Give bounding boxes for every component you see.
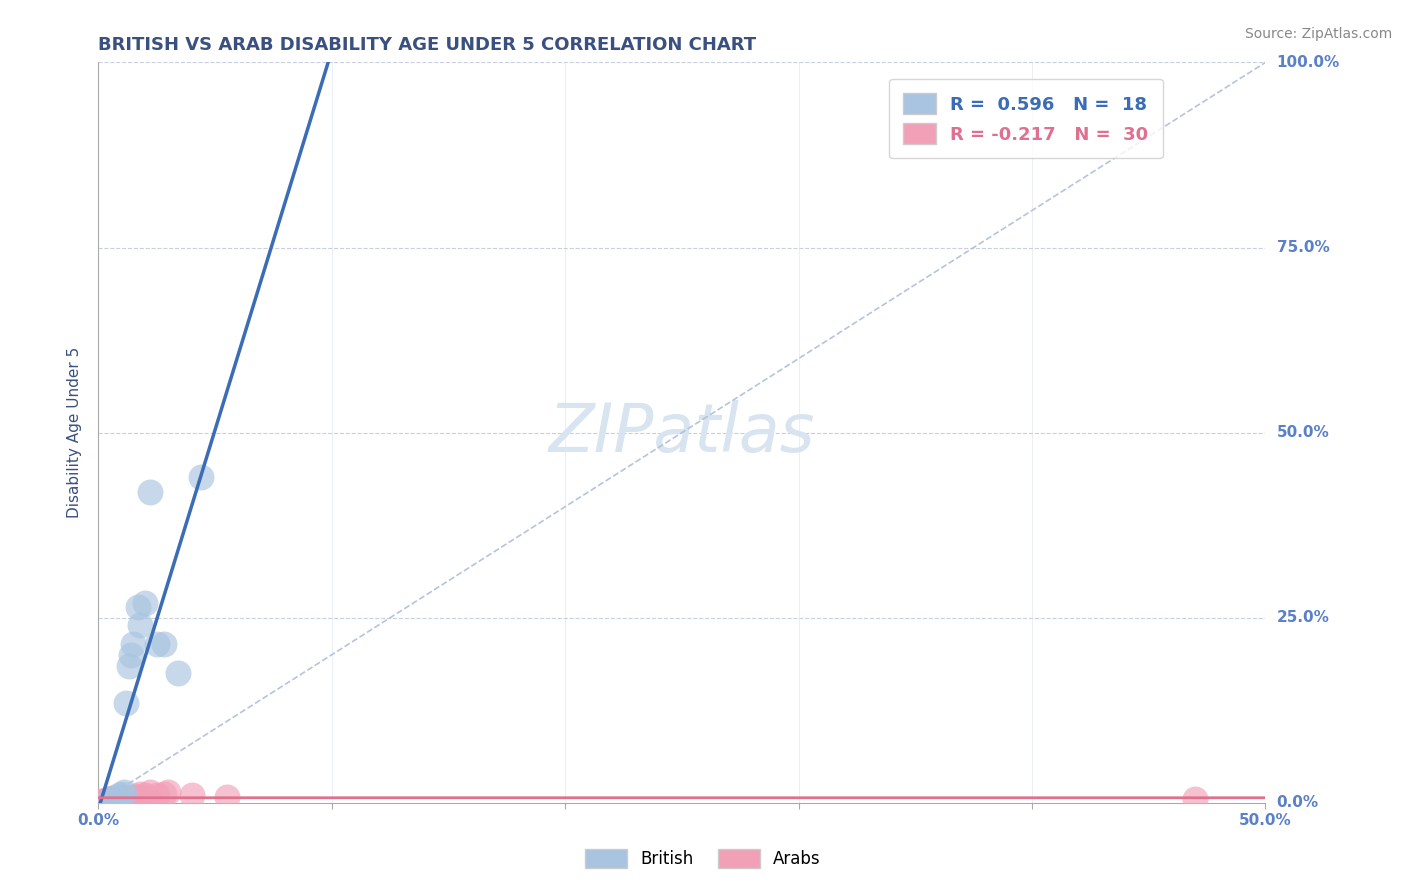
Text: 0.0%: 0.0% [1277, 796, 1319, 810]
Point [122, 637, 145, 651]
Point [97, 793, 120, 807]
Text: 25.0%: 25.0% [1277, 610, 1330, 625]
Point [101, 791, 124, 805]
Point [104, 791, 127, 805]
Legend: R =  0.596   N =  18, R = -0.217   N =  30: R = 0.596 N = 18, R = -0.217 N = 30 [889, 78, 1163, 159]
Point [157, 785, 180, 799]
Point [127, 599, 149, 614]
Legend: British, Arabs: British, Arabs [578, 842, 828, 875]
Text: BRITISH VS ARAB DISABILITY AGE UNDER 5 CORRELATION CHART: BRITISH VS ARAB DISABILITY AGE UNDER 5 C… [98, 36, 756, 54]
Point [97, 792, 120, 806]
Point [146, 789, 169, 803]
Point [111, 787, 134, 801]
Point [118, 658, 141, 673]
Point [115, 793, 138, 807]
Point [129, 787, 152, 801]
Point [105, 789, 128, 804]
Point [94, 794, 117, 808]
Point [134, 789, 156, 803]
Point [1184, 792, 1206, 806]
Point [98, 794, 121, 808]
Text: ZIPatlas: ZIPatlas [548, 400, 815, 466]
Text: Source: ZipAtlas.com: Source: ZipAtlas.com [1244, 27, 1392, 41]
Point [112, 792, 135, 806]
Text: 100.0%: 100.0% [1277, 55, 1340, 70]
Point [166, 666, 188, 681]
Point [120, 790, 142, 805]
Y-axis label: Disability Age Under 5: Disability Age Under 5 [67, 347, 83, 518]
Point [152, 787, 174, 801]
Point [115, 696, 138, 710]
Point [152, 637, 174, 651]
Point [101, 793, 124, 807]
Point [120, 648, 142, 662]
Point [139, 484, 162, 499]
Point [111, 792, 134, 806]
Point [139, 785, 162, 799]
Point [134, 596, 156, 610]
Point [125, 789, 148, 804]
Point [108, 789, 131, 803]
Point [98, 792, 121, 806]
Point [190, 470, 212, 484]
Point [129, 618, 152, 632]
Point [105, 792, 128, 806]
Point [104, 793, 127, 807]
Point [112, 785, 135, 799]
Point [180, 789, 202, 803]
Point [146, 637, 169, 651]
Point [215, 789, 238, 804]
Point [127, 789, 149, 804]
Point [111, 790, 134, 805]
Point [91, 794, 114, 808]
Point [97, 794, 120, 808]
Text: 50.0%: 50.0% [1277, 425, 1329, 440]
Point [108, 791, 131, 805]
Point [101, 792, 124, 806]
Point [90, 794, 112, 808]
Point [118, 791, 141, 805]
Text: 75.0%: 75.0% [1277, 240, 1329, 255]
